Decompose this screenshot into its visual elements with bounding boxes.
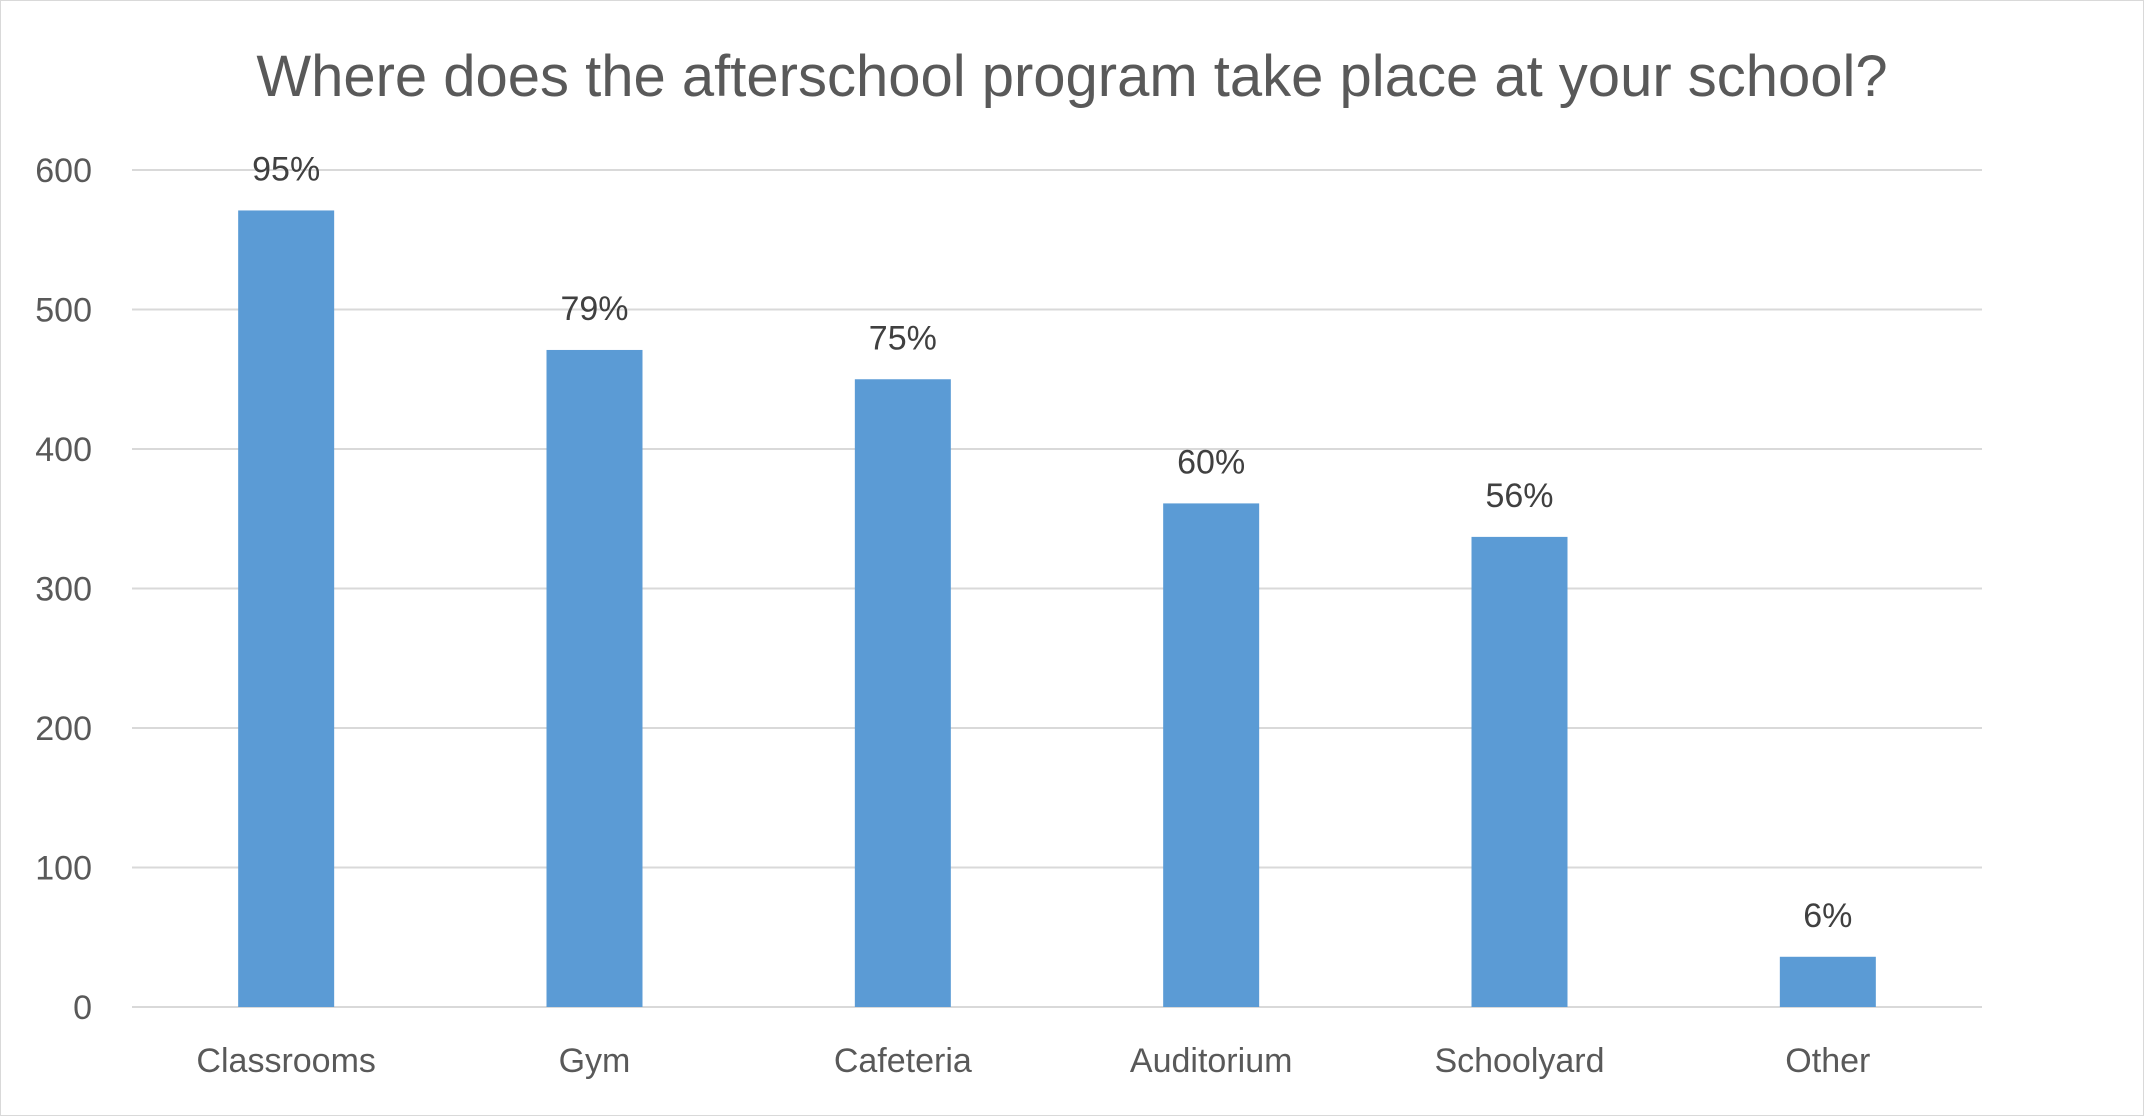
category-label-other: Other: [1785, 1042, 1870, 1080]
category-label-schoolyard: Schoolyard: [1434, 1042, 1604, 1080]
y-tick-label: 300: [35, 571, 92, 609]
data-label-other: 6%: [1803, 897, 1852, 935]
bar-auditorium: [1163, 503, 1260, 1007]
bars: [238, 210, 1876, 1008]
data-label-classrooms: 95%: [252, 150, 320, 188]
bar-schoolyard: [1471, 536, 1568, 1007]
data-label-auditorium: 60%: [1177, 443, 1245, 481]
y-tick-label: 0: [73, 989, 92, 1027]
data-label-gym: 79%: [560, 290, 628, 328]
chart-title: Where does the afterschool program take …: [256, 44, 1887, 109]
data-label-cafeteria: 75%: [869, 319, 937, 357]
gridlines: [132, 169, 1982, 1008]
category-label-auditorium: Auditorium: [1130, 1042, 1293, 1080]
bar-gym: [546, 349, 643, 1008]
y-axis-ticks: 0 100 200 300 400 500 600: [35, 152, 92, 1027]
bar-cafeteria: [854, 379, 951, 1007]
x-axis-categories: Classrooms Gym Cafeteria Auditorium Schoolya…: [196, 1042, 1870, 1080]
data-label-schoolyard: 56%: [1485, 477, 1553, 515]
y-tick-label: 500: [35, 292, 92, 330]
y-tick-label: 100: [35, 850, 92, 888]
data-labels: 95% 79% 75% 60% 56% 6%: [252, 150, 1852, 934]
category-label-cafeteria: Cafeteria: [834, 1042, 972, 1080]
bar-classrooms: [238, 210, 335, 1007]
bar-other: [1779, 956, 1876, 1007]
y-tick-label: 600: [35, 152, 92, 190]
category-label-classrooms: Classrooms: [196, 1042, 375, 1080]
y-tick-label: 200: [35, 710, 92, 748]
y-tick-label: 400: [35, 431, 92, 469]
category-label-gym: Gym: [559, 1042, 631, 1080]
